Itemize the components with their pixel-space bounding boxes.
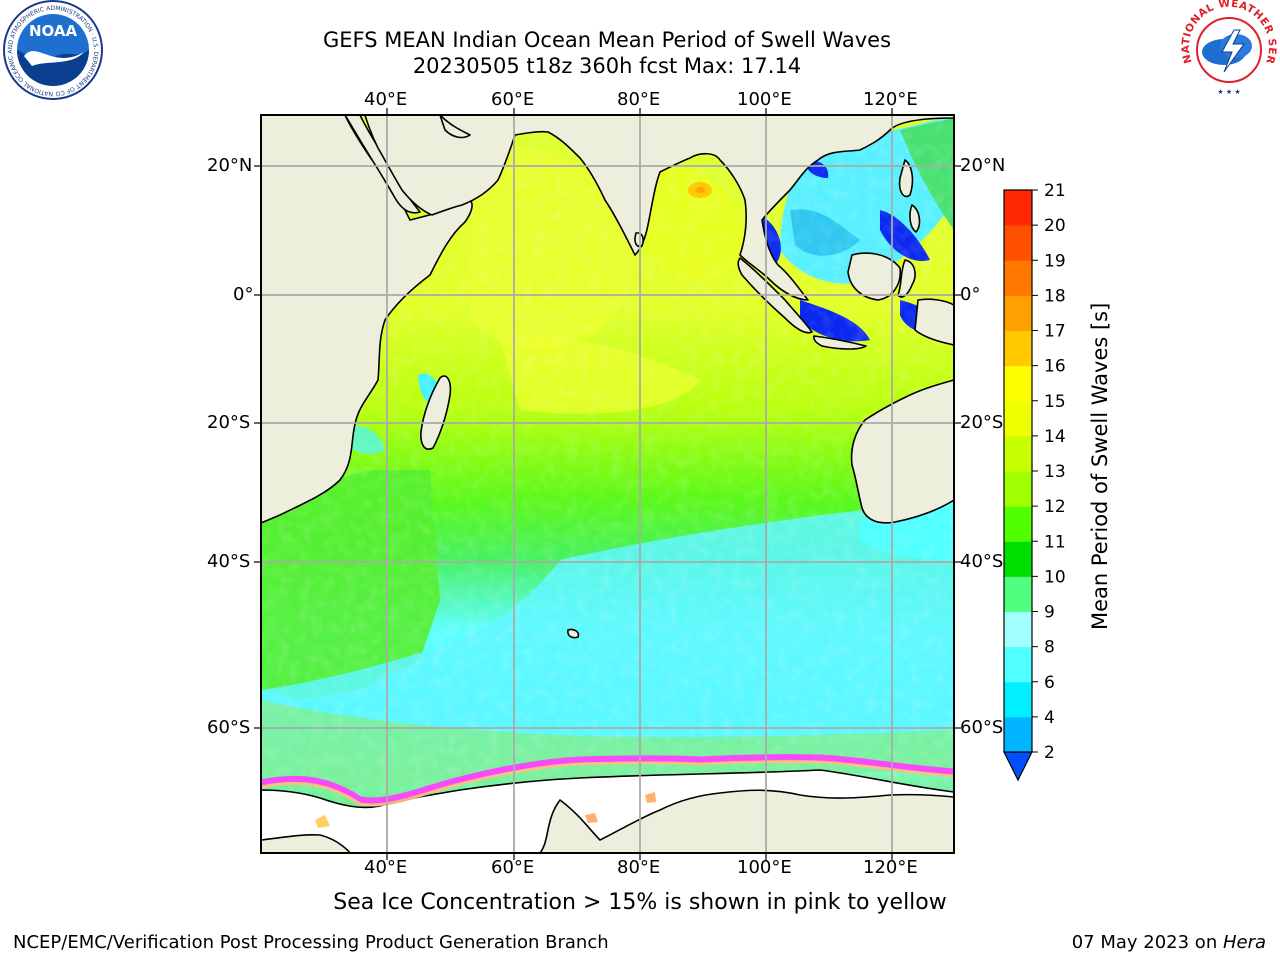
chart-title: GEFS MEAN Indian Ocean Mean Period of Sw… (322, 28, 892, 52)
kerguelen (567, 628, 580, 639)
asia (364, 115, 954, 301)
colorbar-segment (1004, 541, 1032, 577)
colorbar-tick-label: 9 (1044, 603, 1055, 623)
lat-label-right-0: 0° (960, 284, 981, 305)
lon-label-bottom-120e: 120°E (863, 857, 918, 878)
map-field (261, 115, 954, 853)
lon-label-top-80e: 80°E (617, 89, 661, 110)
land-masses (261, 115, 954, 853)
issue-date: 07 May 2023 on Hera (1072, 932, 1266, 953)
colorbar-title: Mean Period of Swell Waves [s] (1088, 302, 1112, 630)
colorbar: 2 4 6 8 9 10 11 12 13 14 15 16 17 18 19 20 21 (1003, 181, 1066, 782)
colorbar-segment (1004, 365, 1032, 402)
lat-label-left-40s: 40°S (207, 551, 251, 572)
credit-text: NCEP/EMC/Verification Post Processing Pr… (13, 932, 609, 953)
colorbar-segment (1004, 400, 1032, 437)
host-name: Hera (1222, 932, 1266, 953)
colorbar-segment (1004, 681, 1032, 718)
lon-label-bottom-80e: 80°E (617, 857, 661, 878)
colorbar-segment (1004, 506, 1032, 542)
colorbar-segment (1004, 471, 1032, 507)
map-frame (260, 114, 955, 854)
colorbar-tick-label: 11 (1044, 532, 1066, 552)
madagascar (420, 375, 452, 450)
colorbar-tick-label: 10 (1044, 567, 1066, 587)
java (813, 335, 867, 350)
colorbar-segment (1004, 435, 1032, 472)
colorbar-tick-label: 12 (1044, 497, 1066, 517)
lon-label-top-60e: 60°E (491, 89, 535, 110)
lat-label-left-0: 0° (233, 284, 254, 305)
colorbar-segment (1004, 576, 1032, 612)
colorbar-segment (1004, 611, 1032, 648)
lon-label-bottom-100e: 100°E (737, 857, 792, 878)
colorbar-segment (1004, 295, 1032, 331)
colorbar-extend-arrow (1003, 751, 1033, 782)
lon-label-top-120e: 120°E (863, 89, 918, 110)
sea-ice-edge (261, 754, 954, 805)
nws-logo: NATIONAL WEATHER SERVICE ★ ★ ★ (1178, 0, 1278, 99)
lat-label-right-20n: 20°N (960, 155, 1006, 176)
noaa-logo-text: NOAA (29, 22, 78, 40)
chart-subtitle: 20230505 t18z 360h fcst Max: 17.14 (412, 54, 802, 78)
antarctica-coast-west (261, 834, 351, 853)
colorbar-tick-label: 18 (1044, 286, 1066, 306)
lat-label-left-20n: 20°N (207, 155, 253, 176)
colorbar-tick-label: 20 (1044, 216, 1066, 236)
new-guinea (914, 298, 954, 346)
colorbar-tick-label: 6 (1044, 673, 1055, 693)
colorbar-tick-label: 17 (1044, 322, 1066, 342)
colorbar-tick-label: 4 (1044, 708, 1055, 728)
colorbar-tick-label: 14 (1044, 427, 1066, 447)
colorbar-segment (1004, 330, 1032, 367)
australia (850, 379, 954, 524)
colorbar-tick-label: 2 (1044, 743, 1055, 763)
lat-label-right-40s: 40°S (960, 551, 1004, 572)
lat-label-left-60s: 60°S (207, 717, 251, 738)
colorbar-segment (1004, 716, 1032, 753)
svg-text:★ ★ ★: ★ ★ ★ (1217, 88, 1240, 96)
lat-label-left-20s: 20°S (207, 412, 251, 433)
graticule (261, 115, 954, 853)
colorbar-tick-label: 16 (1044, 357, 1066, 377)
colorbar-segment (1004, 646, 1032, 683)
colorbar-tick-label: 13 (1044, 462, 1066, 482)
colorbar-segment (1004, 225, 1032, 261)
sri-lanka (634, 232, 644, 248)
lon-label-bottom-40e: 40°E (364, 857, 408, 878)
colorbar-tick-label: 21 (1044, 181, 1066, 201)
borneo (847, 252, 902, 301)
lon-label-top-40e: 40°E (364, 89, 408, 110)
lat-label-right-60s: 60°S (960, 717, 1004, 738)
noaa-logo: NATIONAL OCEANIC AND ATMOSPHERIC ADMINIS… (2, 0, 103, 100)
colorbar-tick-label: 15 (1044, 392, 1066, 412)
colorbar-tick-label: 8 (1044, 638, 1055, 658)
colorbar-segment (1004, 260, 1032, 296)
lon-label-bottom-60e: 60°E (491, 857, 535, 878)
colorbar-segment (1004, 190, 1032, 226)
sea-ice-note: Sea Ice Concentration > 15% is shown in … (333, 890, 947, 915)
colorbar-tick-label: 19 (1044, 251, 1066, 271)
lon-label-top-100e: 100°E (737, 89, 792, 110)
issue-date-text: 07 May 2023 on (1071, 932, 1223, 953)
lat-label-right-20s: 20°S (960, 412, 1004, 433)
